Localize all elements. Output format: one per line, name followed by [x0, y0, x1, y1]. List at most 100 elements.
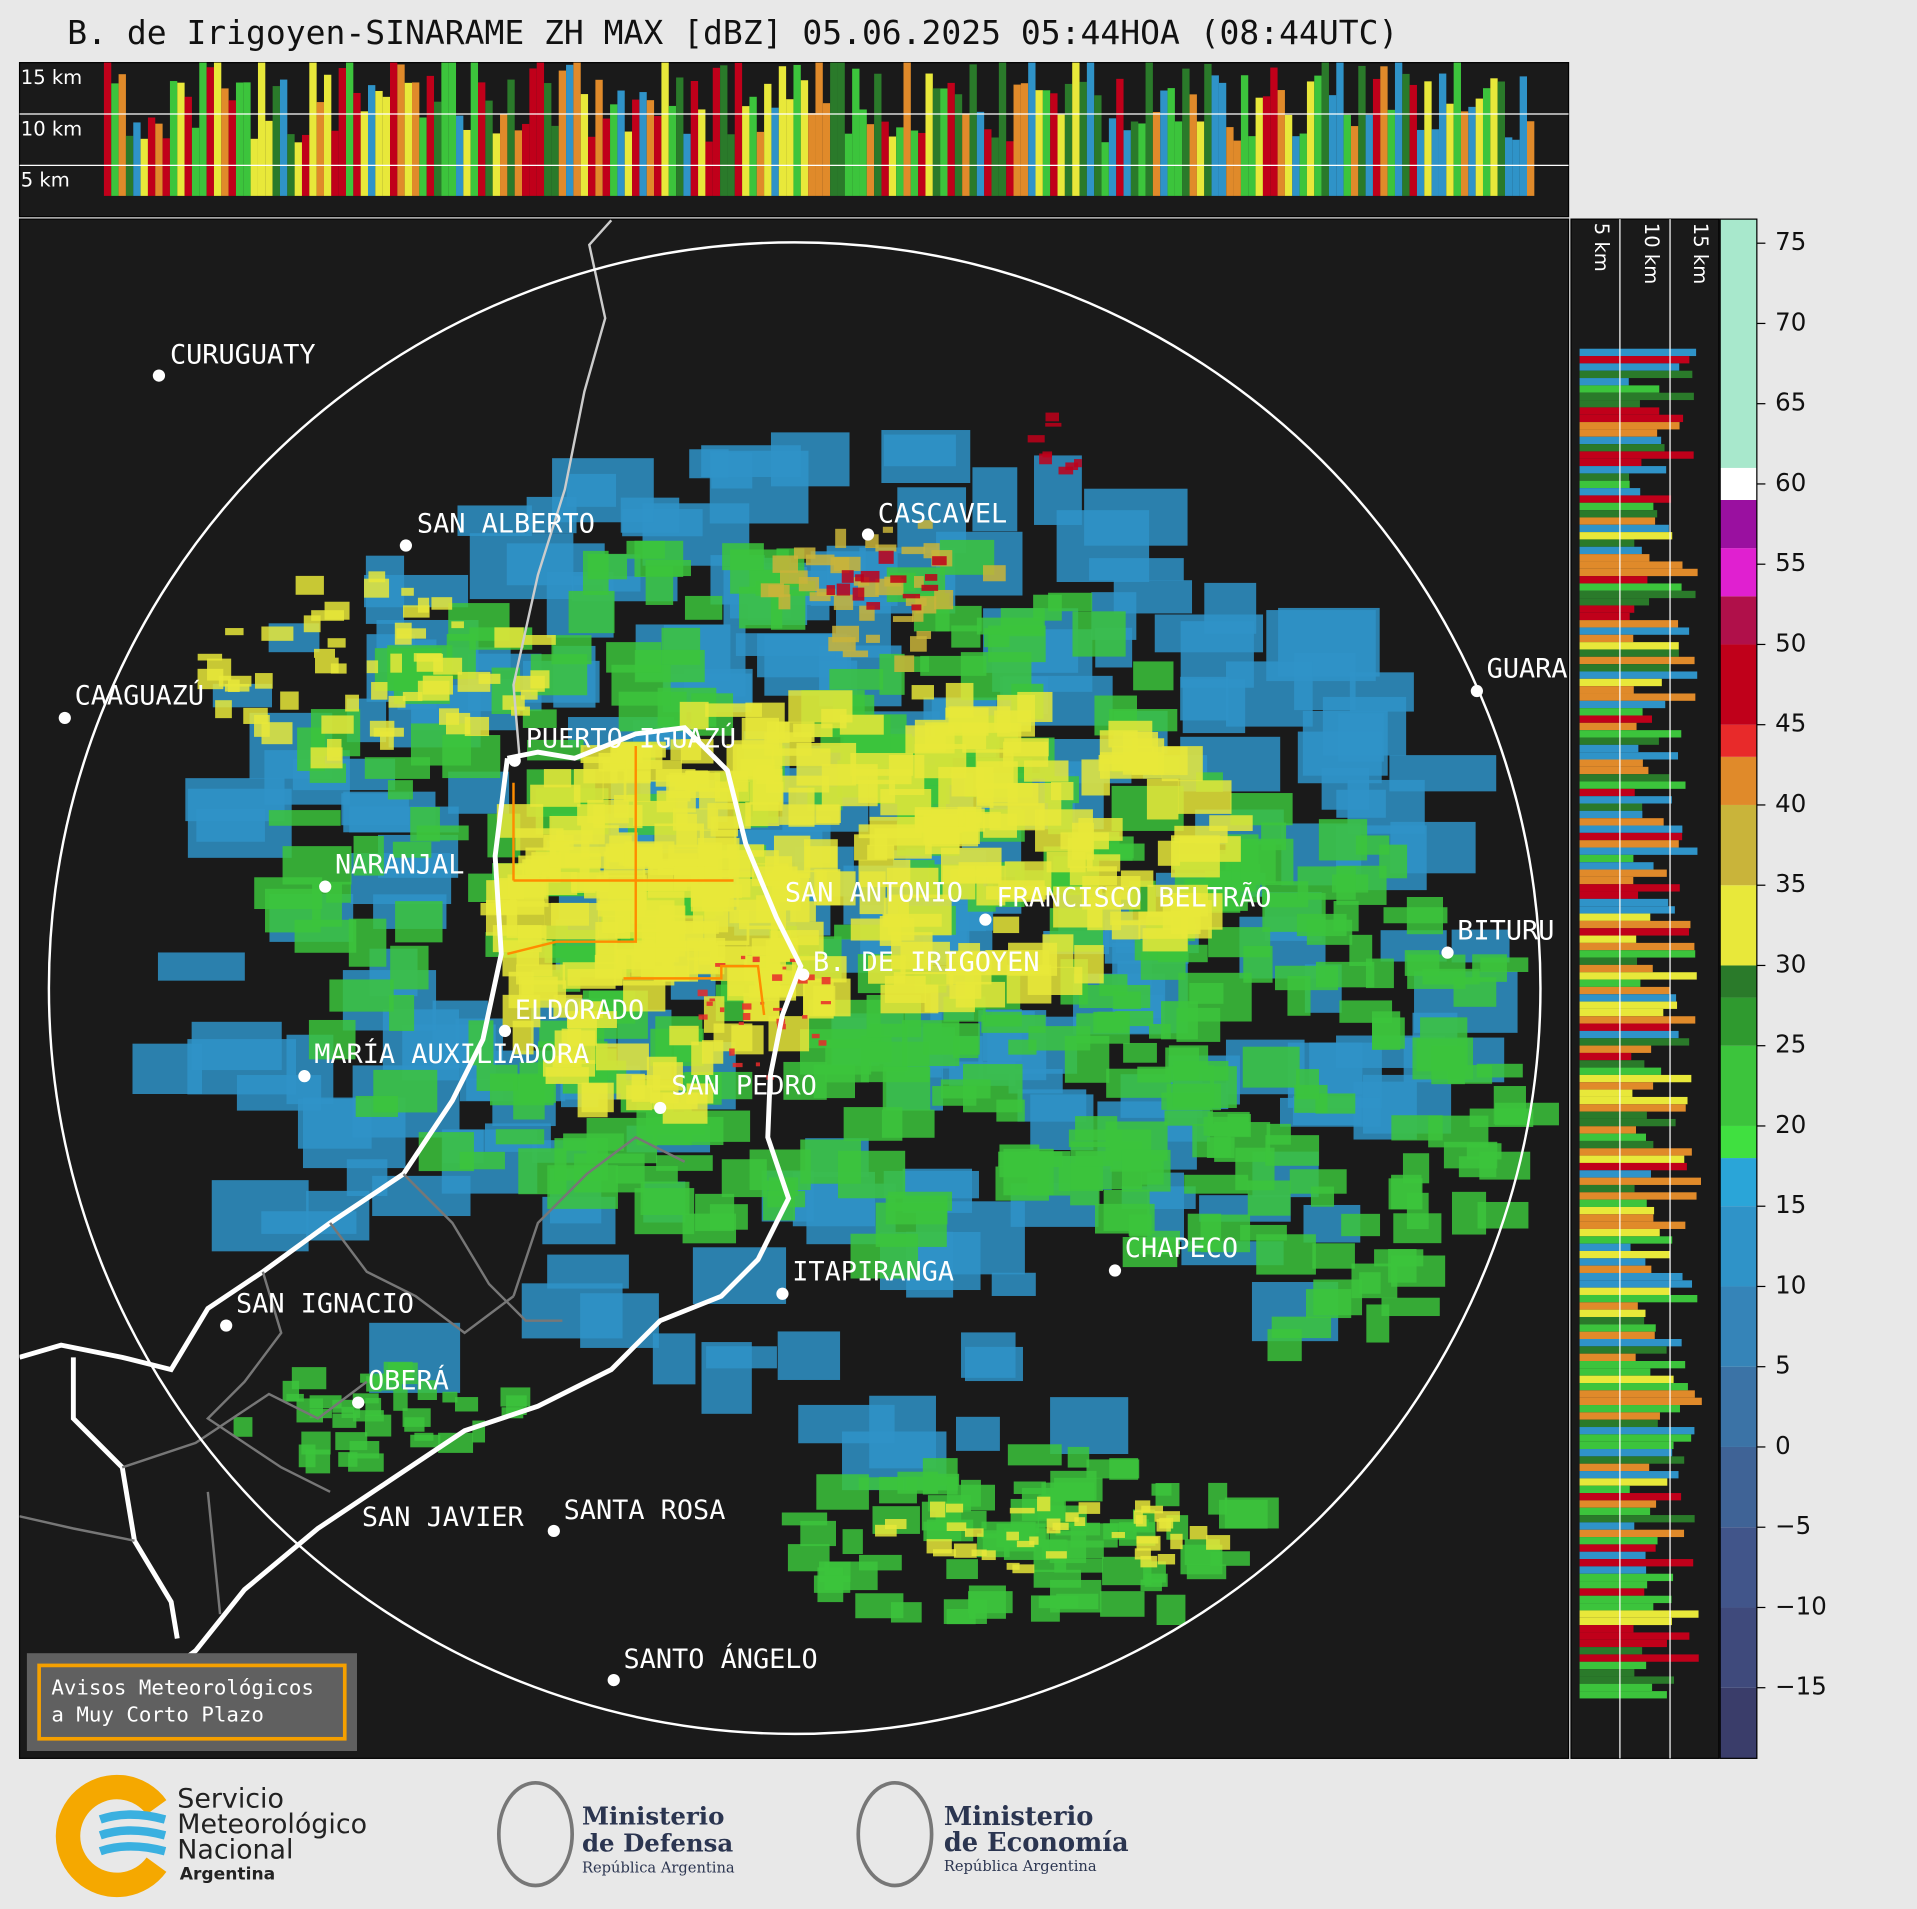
city-label: SANTO ÁNGELO: [624, 1643, 818, 1675]
echo: [1105, 886, 1130, 900]
section-row: [1579, 898, 1669, 907]
section-column: [734, 62, 743, 196]
section-row: [1579, 1478, 1668, 1486]
colorbar-label: 5: [1775, 1351, 1791, 1380]
section-row: [1579, 1434, 1692, 1442]
echo: [417, 597, 430, 613]
echo: [1100, 1591, 1145, 1617]
section-column: [367, 85, 376, 196]
echo: [1065, 462, 1079, 471]
border: [507, 746, 766, 1016]
section-column: [390, 62, 398, 196]
section-row: [1579, 752, 1679, 760]
side-section: [1579, 348, 1702, 1699]
section-row: [1579, 1038, 1690, 1046]
echo: [392, 841, 432, 858]
section-row: [1579, 1082, 1654, 1090]
echo: [698, 1014, 708, 1020]
echo: [556, 830, 593, 843]
echo: [940, 1079, 991, 1099]
echo: [211, 1180, 309, 1252]
section-column: [932, 88, 941, 196]
colorbar-band: [1720, 965, 1757, 998]
section-row: [1579, 400, 1640, 408]
colorbar-band: [1720, 548, 1757, 597]
echo: [438, 1432, 474, 1453]
section-column: [910, 130, 919, 196]
section-column: [404, 82, 413, 196]
echo: [280, 691, 299, 710]
section-row: [1579, 466, 1667, 474]
echo: [729, 1048, 735, 1056]
echo: [670, 739, 702, 761]
section-row: [1579, 840, 1679, 848]
section-row: [1579, 612, 1630, 621]
echo: [752, 769, 783, 811]
echo: [809, 592, 831, 602]
section-row: [1579, 1441, 1674, 1450]
echo: [1189, 1526, 1208, 1540]
echo: [843, 1107, 903, 1141]
echo: [837, 1150, 906, 1199]
echo: [1240, 1224, 1287, 1241]
echo: [380, 731, 394, 750]
city-dot: [1108, 1264, 1122, 1277]
echo: [547, 1254, 629, 1289]
colorbar-label: 30: [1775, 949, 1806, 978]
echo: [929, 1501, 946, 1518]
logo-text: Nacional: [177, 1835, 293, 1866]
section-row: [1579, 1537, 1658, 1545]
echo: [1447, 1065, 1493, 1084]
section-column: [1453, 62, 1461, 196]
echo: [943, 1599, 987, 1624]
echo: [811, 1033, 820, 1039]
section-column: [786, 99, 794, 196]
echo: [1075, 1151, 1113, 1167]
echo: [417, 1380, 437, 1400]
logo-text: Ministerio: [582, 1802, 724, 1831]
section-row: [1579, 1625, 1634, 1633]
border: [512, 219, 613, 759]
section-column: [1394, 62, 1403, 196]
echo: [916, 631, 932, 639]
section-row: [1579, 1074, 1692, 1083]
echo: [355, 1095, 398, 1117]
section-row: [1579, 495, 1672, 503]
echo: [514, 675, 545, 692]
section-column: [228, 100, 236, 196]
section-column: [1145, 62, 1153, 196]
section-column: [925, 73, 933, 196]
section-row: [1579, 766, 1649, 775]
section-column: [500, 114, 508, 196]
echo: [1297, 866, 1356, 900]
echo: [1140, 1555, 1158, 1568]
echo: [1494, 1102, 1559, 1126]
section-column: [1240, 75, 1249, 196]
section-row: [1579, 854, 1634, 863]
echo: [893, 972, 954, 986]
echo: [261, 626, 294, 641]
echo: [1366, 1304, 1390, 1343]
echo: [1074, 1517, 1086, 1527]
section-column: [808, 113, 816, 196]
echo: [1065, 1512, 1079, 1522]
echo: [577, 804, 605, 826]
echo: [1099, 974, 1128, 996]
echo: [1072, 611, 1126, 657]
shield: [856, 1780, 934, 1888]
section-column: [1086, 62, 1095, 196]
section-row: [1579, 1397, 1702, 1406]
section-row: [1579, 979, 1641, 987]
section-column: [1387, 109, 1395, 196]
echo: [1128, 1214, 1152, 1236]
echo: [1388, 1178, 1423, 1210]
section-column: [1497, 81, 1505, 196]
echo: [668, 844, 717, 867]
echo: [401, 587, 414, 596]
echo: [634, 1188, 695, 1235]
section-row: [1579, 906, 1675, 914]
section-row: [1579, 876, 1634, 885]
echo: [1050, 1397, 1129, 1455]
echo: [282, 846, 352, 885]
section-row: [1579, 1669, 1635, 1677]
